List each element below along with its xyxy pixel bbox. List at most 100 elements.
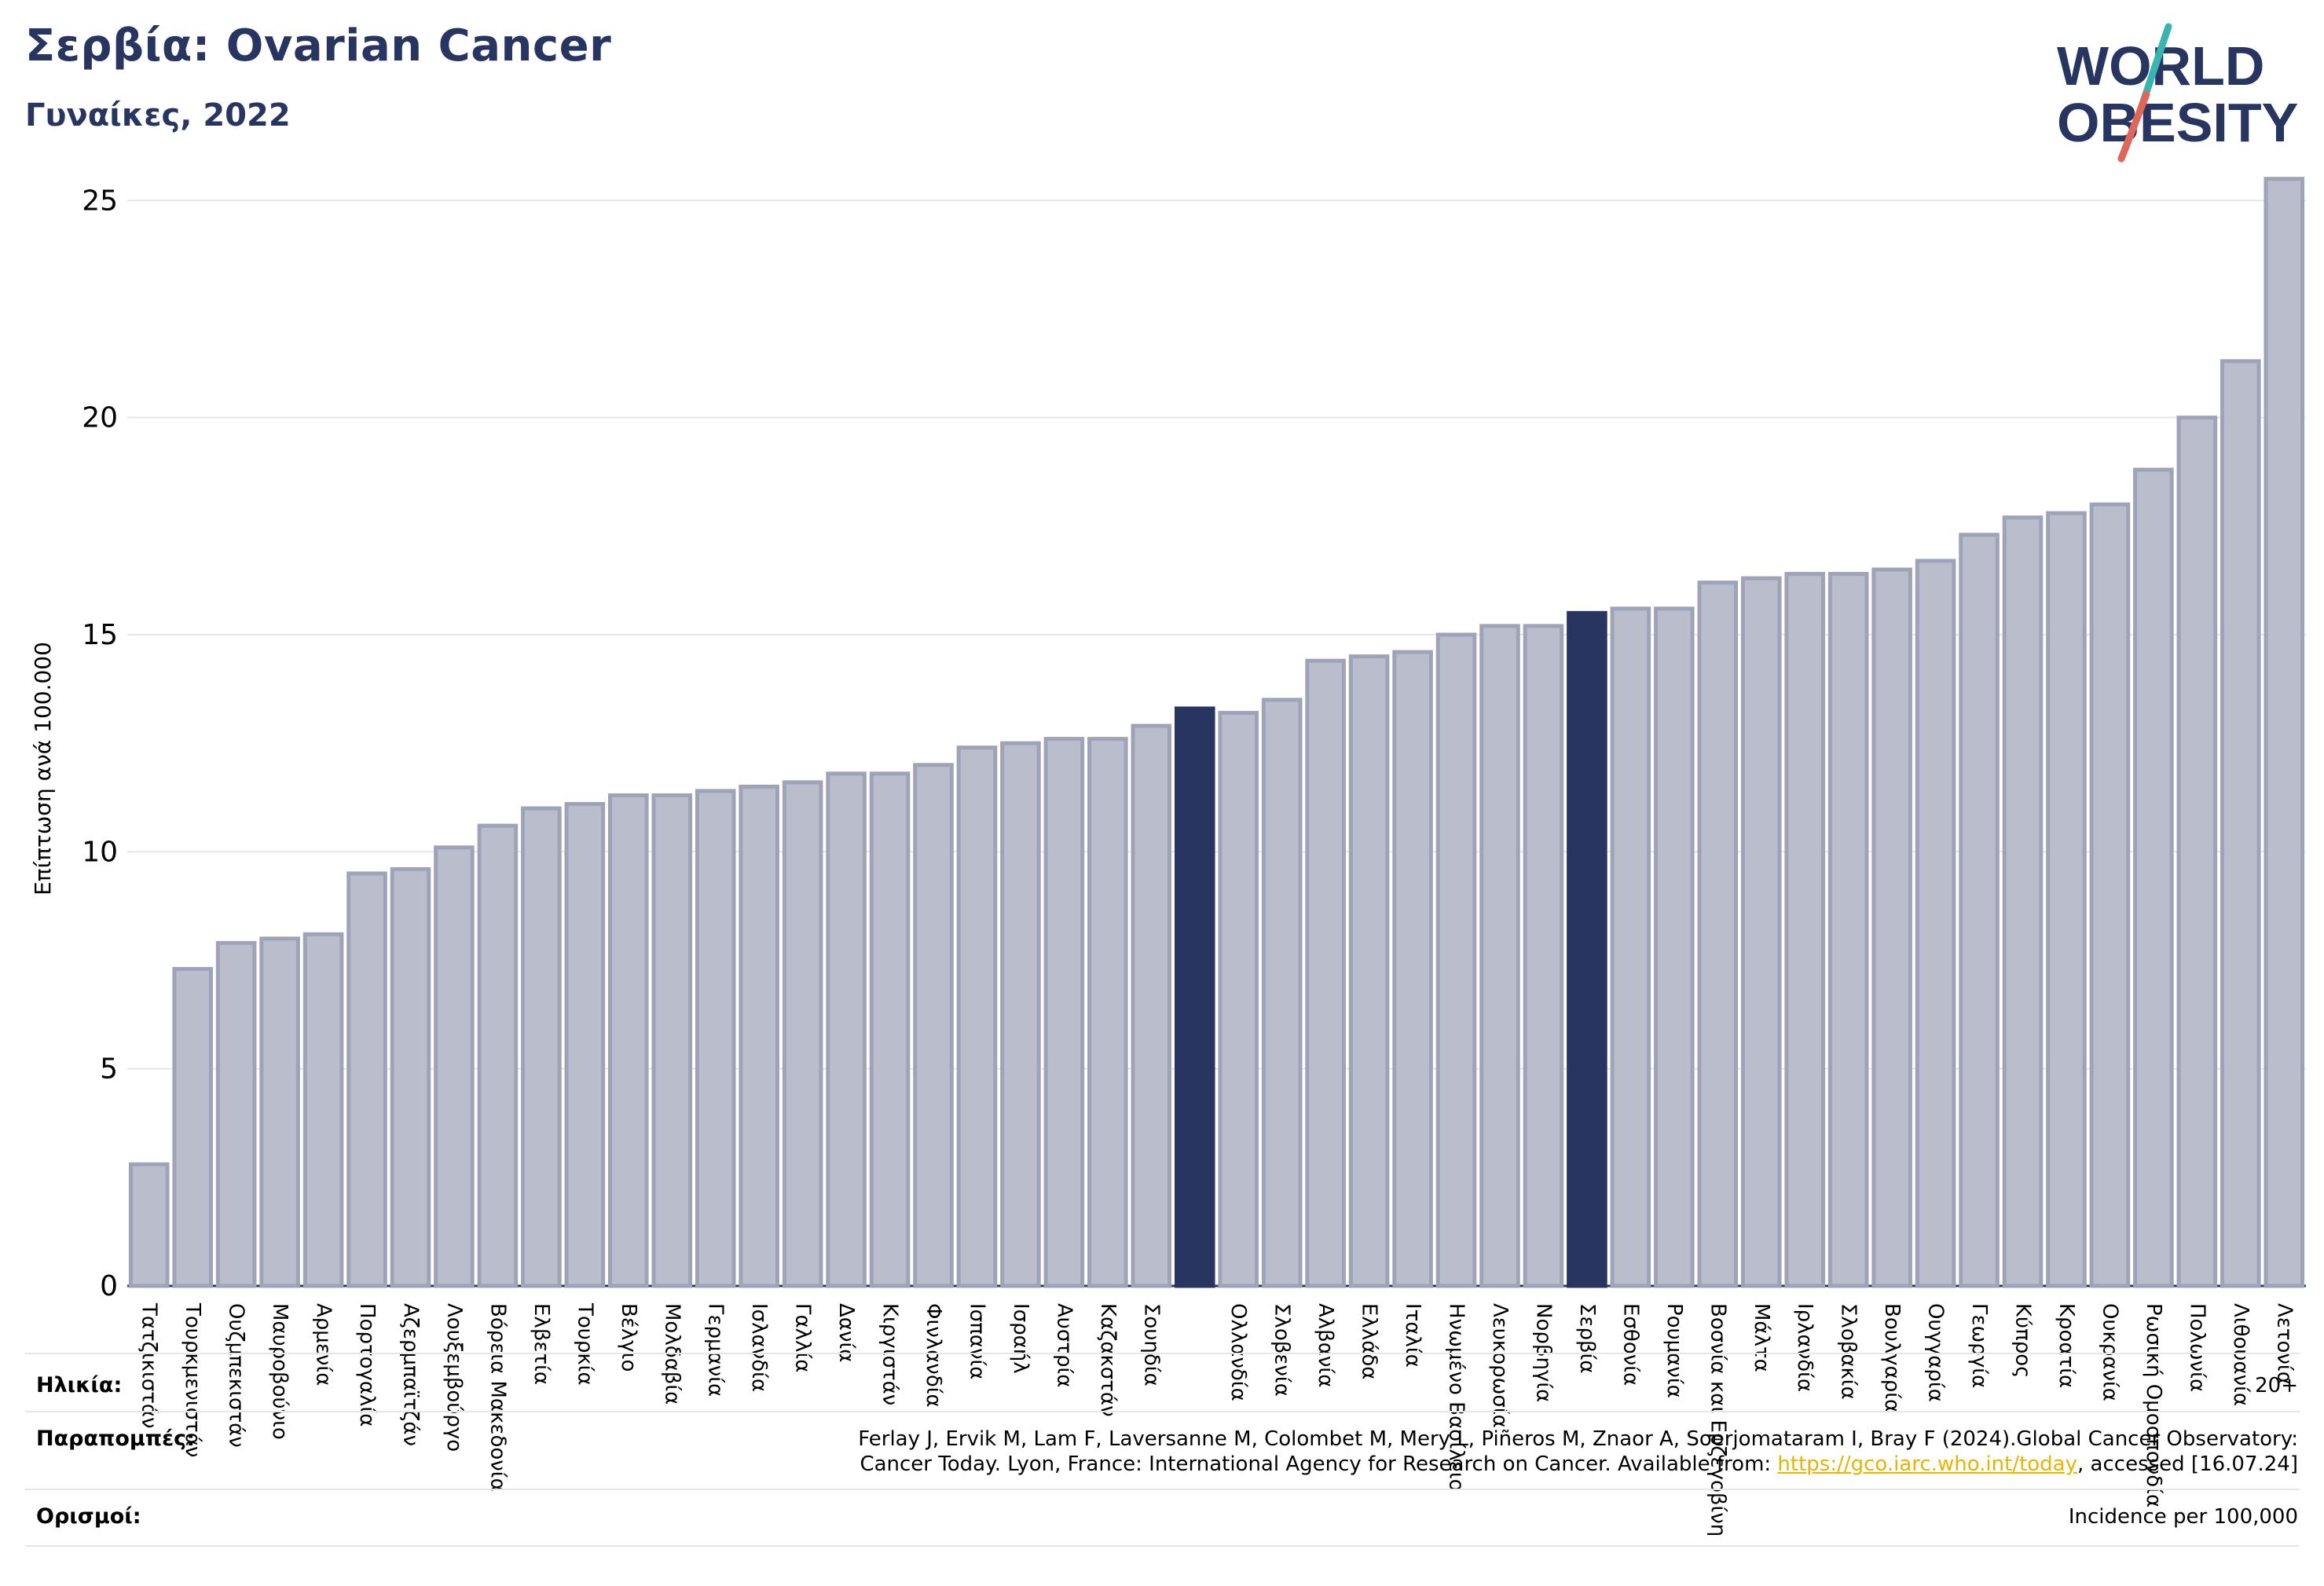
bar bbox=[1871, 567, 1912, 1288]
bar bbox=[1000, 741, 1041, 1288]
x-tick-label: Λουξεμβούργο bbox=[442, 1303, 466, 1452]
bar bbox=[2002, 515, 2044, 1288]
x-tick-label: Σουηδία bbox=[1139, 1303, 1163, 1386]
bar bbox=[1567, 610, 1607, 1288]
bar bbox=[651, 793, 693, 1288]
x-tick-label: Σερβία bbox=[1575, 1303, 1599, 1374]
x-tick-label: Ρωσική Ομοσπονδία bbox=[2142, 1303, 2165, 1507]
reference-line2-start: Cancer Today. Lyon, France: Internationa… bbox=[860, 1452, 1778, 1476]
y-tick-label: 0 bbox=[100, 1270, 118, 1302]
x-tick-label: Σλοβενία bbox=[1270, 1303, 1294, 1397]
x-tick-label: Αζερμπαϊτζάν bbox=[398, 1303, 422, 1446]
x-tick-label: Ηνωμένο Βασίλειο bbox=[1445, 1303, 1468, 1492]
y-axis-label: Επίπτωση ανά 100.000 bbox=[30, 642, 56, 896]
x-tick-label: Αρμενία bbox=[312, 1303, 335, 1386]
chart-subtitle: Γυναίκες, 2022 bbox=[25, 97, 291, 134]
bar bbox=[1131, 723, 1172, 1288]
x-tick-label: Τουρκία bbox=[573, 1302, 596, 1386]
bar bbox=[1915, 559, 1956, 1288]
x-tick-label: Λευκορωσία bbox=[1488, 1303, 1512, 1428]
reference-text: Ferlay J, Ervik M, Lam F, Laversanne M, … bbox=[858, 1427, 2298, 1477]
x-tick-label: Πορτογαλία bbox=[355, 1303, 379, 1427]
y-tick-label: 10 bbox=[82, 836, 118, 868]
bar bbox=[1043, 737, 1085, 1288]
bar bbox=[390, 866, 431, 1288]
y-tick-label: 25 bbox=[82, 185, 118, 217]
x-tick-label: Ελλάδα bbox=[1358, 1303, 1381, 1379]
bar bbox=[1392, 650, 1433, 1288]
x-tick-label: Σλοβακία bbox=[1837, 1303, 1860, 1400]
bar bbox=[1174, 706, 1215, 1288]
x-tick-label: Βέλγιο bbox=[617, 1303, 640, 1372]
x-tick-label: Μάλτα bbox=[1750, 1303, 1773, 1372]
logo-line2: OBESITY bbox=[2057, 92, 2298, 153]
bar bbox=[172, 967, 213, 1288]
bar bbox=[521, 806, 562, 1288]
bar bbox=[1087, 737, 1128, 1288]
bar bbox=[2046, 511, 2087, 1288]
bar bbox=[215, 940, 257, 1288]
logo-slash-red bbox=[2117, 90, 2150, 163]
x-tick-label: Γεωργία bbox=[1967, 1303, 1991, 1388]
bar bbox=[2133, 467, 2174, 1288]
x-tick-label: Ισλανδία bbox=[747, 1303, 771, 1392]
x-tick-label: Βοσνία και Ερζεγοβίνη bbox=[1706, 1303, 1729, 1537]
definitions-label: Ορισμοί: bbox=[36, 1504, 141, 1529]
bar bbox=[869, 771, 911, 1288]
y-tick-labels: 0 5 10 15 20 25 bbox=[82, 185, 118, 1302]
bar bbox=[1261, 698, 1303, 1288]
x-tick-label: Ισπανία bbox=[965, 1303, 988, 1379]
x-tick-label: Ουζμπεκιστάν bbox=[225, 1303, 248, 1448]
footer-reference-row: Παραπομπές: Ferlay J, Ervik M, Lam F, La… bbox=[25, 1411, 2300, 1487]
x-tick-label: Τατζικιστάν bbox=[137, 1302, 161, 1429]
reference-line1: Ferlay J, Ervik M, Lam F, Laversanne M, … bbox=[858, 1427, 2298, 1451]
x-tick-label: Μαυροβούνιο bbox=[268, 1303, 291, 1440]
x-tick-label: Λιθουανία bbox=[2229, 1303, 2253, 1406]
bar bbox=[1218, 710, 1259, 1288]
x-tick-label: Κιργιστάν bbox=[878, 1303, 902, 1405]
age-label: Ηλικία: bbox=[36, 1373, 123, 1397]
bar bbox=[1959, 533, 2000, 1288]
x-tick-label: Βόρεια Μακεδονία bbox=[486, 1303, 509, 1492]
bar bbox=[2220, 359, 2261, 1288]
x-tick-label: Ουγγαρία bbox=[1924, 1303, 1948, 1402]
x-tick-label: Καζακστάν bbox=[1096, 1303, 1120, 1417]
x-tick-label: Ισραήλ bbox=[1009, 1303, 1032, 1374]
y-tick-label: 5 bbox=[100, 1053, 118, 1086]
x-tick-label: Ελβετία bbox=[530, 1303, 553, 1385]
reference-link[interactable]: https://gco.iarc.who.int/today bbox=[1777, 1452, 2078, 1476]
bar bbox=[607, 793, 649, 1288]
x-tick-label: Αυστρία bbox=[1052, 1303, 1076, 1387]
y-tick-label: 15 bbox=[82, 619, 118, 651]
bar bbox=[1740, 576, 1782, 1288]
x-tick-label: Τουρκμενιστάν bbox=[181, 1302, 204, 1457]
x-tick-label: Γαλλία bbox=[791, 1303, 815, 1372]
age-value: 20+ bbox=[2255, 1374, 2298, 1397]
bar bbox=[128, 1162, 170, 1288]
x-tick-label: Ιταλία bbox=[1401, 1303, 1424, 1368]
bar bbox=[477, 823, 519, 1288]
chart-title: Σερβία: Ovarian Cancer bbox=[25, 20, 612, 71]
world-obesity-logo: WORLD OBESITY bbox=[2057, 23, 2298, 163]
bar bbox=[2089, 502, 2131, 1288]
bar bbox=[695, 789, 736, 1288]
reference-label: Παραπομπές: bbox=[36, 1427, 195, 1451]
x-tick-label: Ολλανδία bbox=[1226, 1303, 1250, 1401]
x-tick-label: Κύπρος bbox=[2011, 1303, 2035, 1378]
bar bbox=[913, 763, 954, 1288]
bar bbox=[1610, 606, 1651, 1288]
x-tick-label: Πολωνία bbox=[2185, 1303, 2209, 1392]
bar bbox=[1479, 624, 1520, 1288]
bar bbox=[739, 784, 779, 1288]
bar bbox=[564, 802, 606, 1288]
bar bbox=[1654, 606, 1695, 1288]
bar bbox=[1827, 572, 1869, 1288]
bar bbox=[302, 932, 344, 1288]
bar bbox=[259, 936, 300, 1288]
bar bbox=[782, 780, 823, 1288]
bar bbox=[956, 745, 998, 1288]
x-tick-label: Ουκρανία bbox=[2098, 1303, 2121, 1401]
x-tick-label: Λετονία bbox=[2272, 1303, 2296, 1385]
definitions-value: Incidence per 100,000 bbox=[2068, 1505, 2298, 1529]
